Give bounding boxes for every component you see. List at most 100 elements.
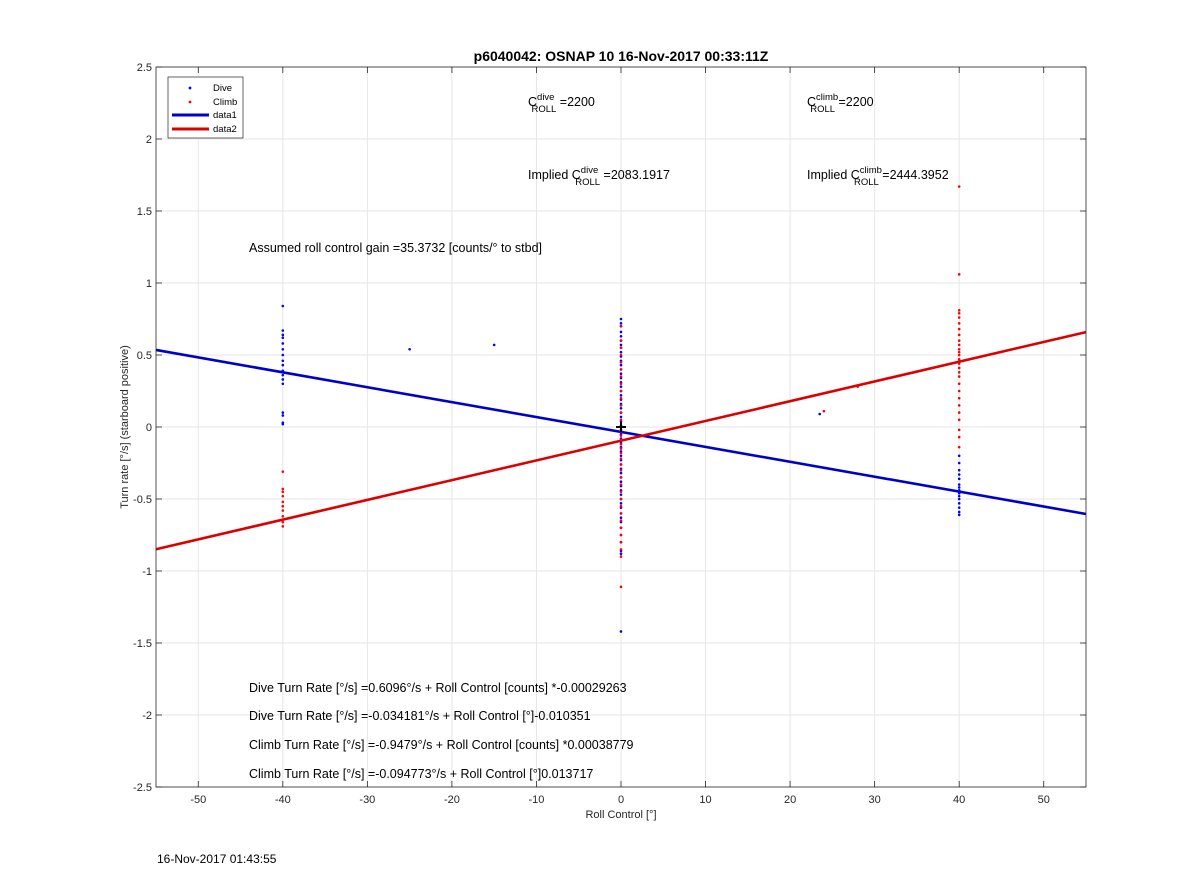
point-climb (957, 311, 961, 315)
point-dive (619, 330, 623, 334)
footer-timestamp: 16-Nov-2017 01:43:55 (157, 852, 277, 866)
point-climb (957, 370, 961, 374)
point-climb (619, 451, 623, 455)
point-dive (957, 486, 961, 489)
point-climb (619, 533, 623, 537)
point-climb (957, 273, 961, 276)
equation-dive-degrees: Dive Turn Rate [°/s] =-0.034181°/s + Rol… (249, 709, 591, 723)
point-climb (619, 442, 623, 446)
x-tick-label: -10 (529, 794, 545, 806)
point-climb (619, 457, 623, 460)
point-climb (281, 490, 285, 494)
point-dive (957, 489, 961, 492)
point-dive (619, 415, 623, 419)
point-climb (619, 389, 623, 393)
point-dive (492, 343, 496, 347)
point-dive (957, 497, 961, 501)
point-climb (619, 438, 623, 442)
point-dive (281, 329, 285, 332)
point-climb (619, 339, 623, 342)
point-climb (957, 316, 961, 319)
point-dive (619, 471, 623, 475)
point-climb (957, 333, 961, 337)
point-dive (619, 394, 623, 397)
point-climb (957, 358, 961, 361)
x-tick-label: 10 (699, 794, 711, 806)
point-dive (957, 477, 961, 481)
point-climb (619, 519, 623, 522)
point-dive (619, 406, 623, 410)
point-climb (957, 445, 961, 449)
point-climb (619, 463, 623, 466)
point-climb (619, 353, 623, 357)
point-climb (619, 368, 623, 371)
point-dive (281, 353, 285, 357)
point-climb (619, 396, 623, 400)
point-dive (957, 454, 961, 458)
equation-climb-counts: Climb Turn Rate [°/s] =-0.9479°/s + Roll… (249, 738, 634, 752)
point-climb (619, 555, 623, 558)
x-tick-label: -40 (275, 794, 291, 806)
origin-marker (616, 422, 626, 432)
point-dive (957, 483, 961, 486)
point-dive (281, 411, 285, 414)
point-climb (619, 504, 623, 508)
x-tick-label: 20 (784, 794, 796, 806)
point-climb (957, 389, 961, 393)
x-tick-label: 30 (869, 794, 881, 806)
point-climb (619, 548, 623, 551)
legend-marker-dive (188, 86, 192, 90)
point-climb (957, 396, 961, 400)
point-climb (281, 500, 285, 504)
point-climb (957, 353, 961, 357)
point-climb (957, 382, 961, 386)
point-dive (619, 334, 623, 338)
point-dive (957, 510, 961, 514)
point-dive (957, 502, 961, 505)
point-dive (281, 359, 285, 363)
point-climb (619, 411, 623, 414)
point-climb (281, 487, 285, 491)
axes-frame (155, 66, 1087, 788)
equation-dive-counts: Dive Turn Rate [°/s] =0.6096°/s + Roll C… (249, 681, 627, 695)
y-tick-label: 1 (146, 278, 152, 290)
point-climb (957, 343, 961, 347)
point-climb (957, 404, 961, 407)
point-climb (957, 428, 961, 432)
point-dive (957, 491, 961, 495)
point-dive (619, 372, 623, 376)
point-dive (281, 347, 285, 351)
point-climb (957, 350, 961, 354)
point-climb (619, 497, 623, 501)
legend-label-climb: Climb (213, 97, 237, 108)
tick-labels: -50 -40 -30 -20 -10 0 10 20 30 40 50-2.5-2-1.5-1-0… (133, 62, 1050, 806)
y-axis-label: Turn rate [°/s] (starboard positive) (119, 345, 131, 509)
croll-climb-annotation: Cclimb ROLL =2200 (807, 92, 874, 115)
point-dive (281, 414, 285, 417)
point-climb (619, 540, 623, 544)
point-climb (619, 476, 623, 479)
point-climb (957, 435, 961, 439)
point-dive (957, 468, 961, 472)
point-dive (957, 513, 961, 517)
legend-label-dive: Dive (213, 83, 232, 94)
point-climb (619, 418, 623, 422)
point-climb (281, 509, 285, 512)
point-dive (619, 343, 623, 347)
x-axis-label: Roll Control [°] (585, 809, 656, 821)
point-climb (619, 360, 623, 364)
point-dive (281, 373, 285, 377)
point-climb (619, 468, 623, 472)
x-tick-label: -50 (190, 794, 206, 806)
point-climb (957, 418, 961, 422)
point-dive (281, 336, 285, 340)
chart-title: p6040042: OSNAP 10 16-Nov-2017 00:33:11Z (474, 48, 769, 64)
point-climb (619, 382, 623, 386)
x-tick-label: -30 (359, 794, 375, 806)
y-tick-label: -2 (142, 710, 152, 722)
point-dive (281, 382, 285, 386)
y-tick-label: 0.5 (137, 350, 152, 362)
x-tick-label: -20 (444, 794, 460, 806)
y-tick-label: 2.5 (137, 62, 152, 74)
scatter-points (281, 185, 961, 633)
